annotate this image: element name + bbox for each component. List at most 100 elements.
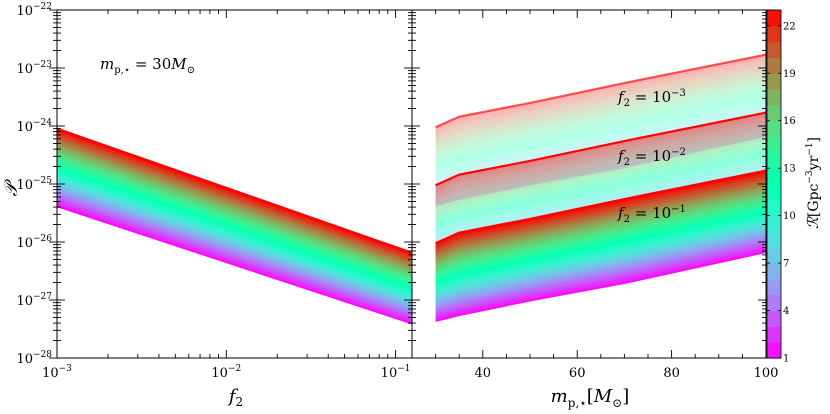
x-tick-label-right: 60 (569, 366, 586, 381)
right-band-1-strip-11 (435, 159, 766, 234)
f2-label-1e-1: f2 = 10−1 (617, 204, 686, 225)
left-band-strip-2 (57, 198, 412, 320)
right-band-2-strip-17 (435, 200, 766, 275)
colorbar-tick-label: 19 (783, 69, 796, 80)
right-band-2-strip-18 (435, 197, 766, 272)
left-band-strip-26 (57, 131, 412, 259)
right-band-0-strip-16 (435, 86, 766, 162)
colorbar-segment-0 (767, 342, 781, 359)
y-tick-label: 10−26 (16, 234, 52, 251)
colorbar-segment-5 (767, 263, 781, 280)
right-band-1-strip-16 (435, 144, 766, 220)
right-band-0-strip-17 (435, 84, 766, 159)
right-band-2-strip-20 (435, 191, 766, 266)
x-tick-label-left: 10−2 (211, 364, 241, 381)
colorbar-segment-3 (767, 294, 781, 312)
left-band-strip-11 (57, 173, 412, 297)
colorbar-segment-1 (767, 326, 781, 343)
colorbar-segment-11 (767, 168, 781, 185)
right-band-1-strip-9 (435, 165, 766, 239)
colorbar-segment-10 (767, 184, 781, 201)
right-band-0-strip-13 (435, 95, 766, 170)
right-band-1-strip-13 (435, 153, 766, 228)
colorbar: 1 4 7 10 13 16 19 22 (766, 9, 796, 365)
right-band-1-upper-edge (435, 111, 766, 187)
right-band-2-strip-4 (435, 238, 766, 311)
right-band-1-strip-23 (435, 124, 766, 200)
right-band-1-strip-15 (435, 147, 766, 222)
left-band-strip-23 (57, 139, 412, 266)
colorbar-segment-15 (767, 104, 781, 122)
right-band-1-strip-20 (435, 133, 766, 208)
right-band-0-strip-21 (435, 72, 766, 148)
left-band-strip-8 (57, 181, 412, 305)
left-band-strip-14 (57, 165, 412, 289)
left-band-strip-1 (57, 201, 412, 322)
colorbar-segment-13 (767, 136, 781, 153)
left-band-strip-12 (57, 170, 412, 294)
left-band-strip-18 (57, 153, 412, 279)
x-tick-label-right: 80 (663, 366, 680, 381)
right-band-0-strip-23 (435, 66, 766, 142)
colorbar-segment-17 (767, 73, 781, 90)
x-axis-label-mass: mp,⋆[M⊙] (551, 386, 630, 410)
right-band-0-upper-edge (435, 53, 766, 129)
right-band-2-strip-13 (435, 211, 766, 286)
right-band-0-strip-18 (435, 81, 766, 156)
y-tick-label: 10−27 (16, 292, 52, 309)
right-band-1-strip-17 (435, 142, 766, 217)
colorbar-segment-2 (767, 310, 781, 327)
colorbar-segment-12 (767, 152, 781, 169)
colorbar-segment-19 (767, 41, 781, 59)
left-band-strip-10 (57, 176, 412, 299)
f2-label-1e-2: f2 = 10−2 (617, 147, 686, 168)
right-band-0-strip-10 (435, 104, 766, 178)
left-band-strip-7 (57, 184, 412, 307)
left-band-strip-17 (57, 156, 412, 282)
right-band-0-strip-22 (435, 69, 766, 145)
right-band-2-strip-5 (435, 235, 766, 308)
colorbar-label: ℛ[Gpc−3yr−1] (804, 137, 822, 229)
right-band-2-strip-16 (435, 202, 766, 278)
left-band-strip-4 (57, 193, 412, 315)
left-band-strip-16 (57, 159, 412, 284)
right-band-2-strip-15 (435, 205, 766, 280)
left-band-strip-24 (57, 137, 412, 264)
left-band-strip-25 (57, 134, 412, 261)
left-band-strip-3 (57, 195, 412, 317)
left-band-strip-20 (57, 148, 412, 274)
y-tick-label: 10−23 (16, 60, 52, 77)
left-band-strip-15 (57, 162, 412, 287)
right-band-0-strip-26 (435, 57, 766, 134)
left-band-strip-22 (57, 142, 412, 269)
x-axis-label-f2: f2 (227, 386, 243, 409)
colorbar-segment-18 (767, 57, 781, 74)
right-band-1-strip-22 (435, 127, 766, 203)
left-band-strip-9 (57, 179, 412, 302)
left-band-upper-edge (57, 127, 412, 254)
right-band-0-strip-27 (435, 54, 766, 131)
right-band-1-strip-25 (435, 118, 766, 194)
right-band-2-strip-26 (435, 173, 766, 250)
left-band-strip-13 (57, 167, 412, 292)
right-band-2-strip-24 (435, 179, 766, 255)
colorbar-segment-7 (767, 231, 781, 248)
right-band-0-strip-0 (435, 133, 766, 207)
y-tick-label: 10−28 (16, 350, 52, 367)
colorbar-tick-label: 7 (783, 259, 789, 270)
right-band-1-strip-26 (435, 115, 766, 192)
colorbar-segment-20 (767, 25, 781, 43)
x-tick-label-right: 100 (754, 366, 779, 381)
right-band-0-strip-25 (435, 60, 766, 136)
colorbar-segment-14 (767, 120, 781, 138)
right-band-1-strip-14 (435, 150, 766, 225)
right-band-0-strip-2 (435, 128, 766, 201)
left-band-strip-21 (57, 145, 412, 271)
right-band-0-strip-5 (435, 119, 766, 192)
colorbar-segment-21 (767, 10, 781, 27)
right-band-0-strip-19 (435, 78, 766, 153)
colorbar-segment-4 (767, 278, 781, 296)
right-band-0-strip-15 (435, 89, 766, 164)
right-band-2-strip-25 (435, 176, 766, 252)
right-band-2-strip-19 (435, 194, 766, 269)
